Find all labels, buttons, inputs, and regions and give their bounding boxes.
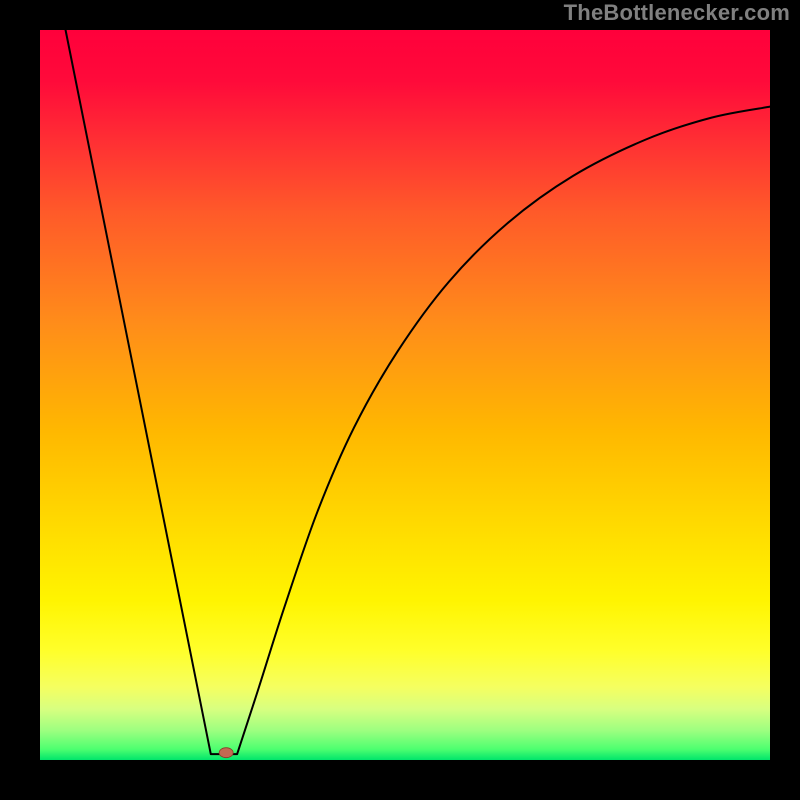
watermark-text: TheBottlenecker.com xyxy=(564,0,790,26)
plot-background xyxy=(40,30,770,760)
chart-container: TheBottlenecker.com xyxy=(0,0,800,800)
optimum-marker xyxy=(219,748,233,758)
bottleneck-chart xyxy=(0,0,800,800)
